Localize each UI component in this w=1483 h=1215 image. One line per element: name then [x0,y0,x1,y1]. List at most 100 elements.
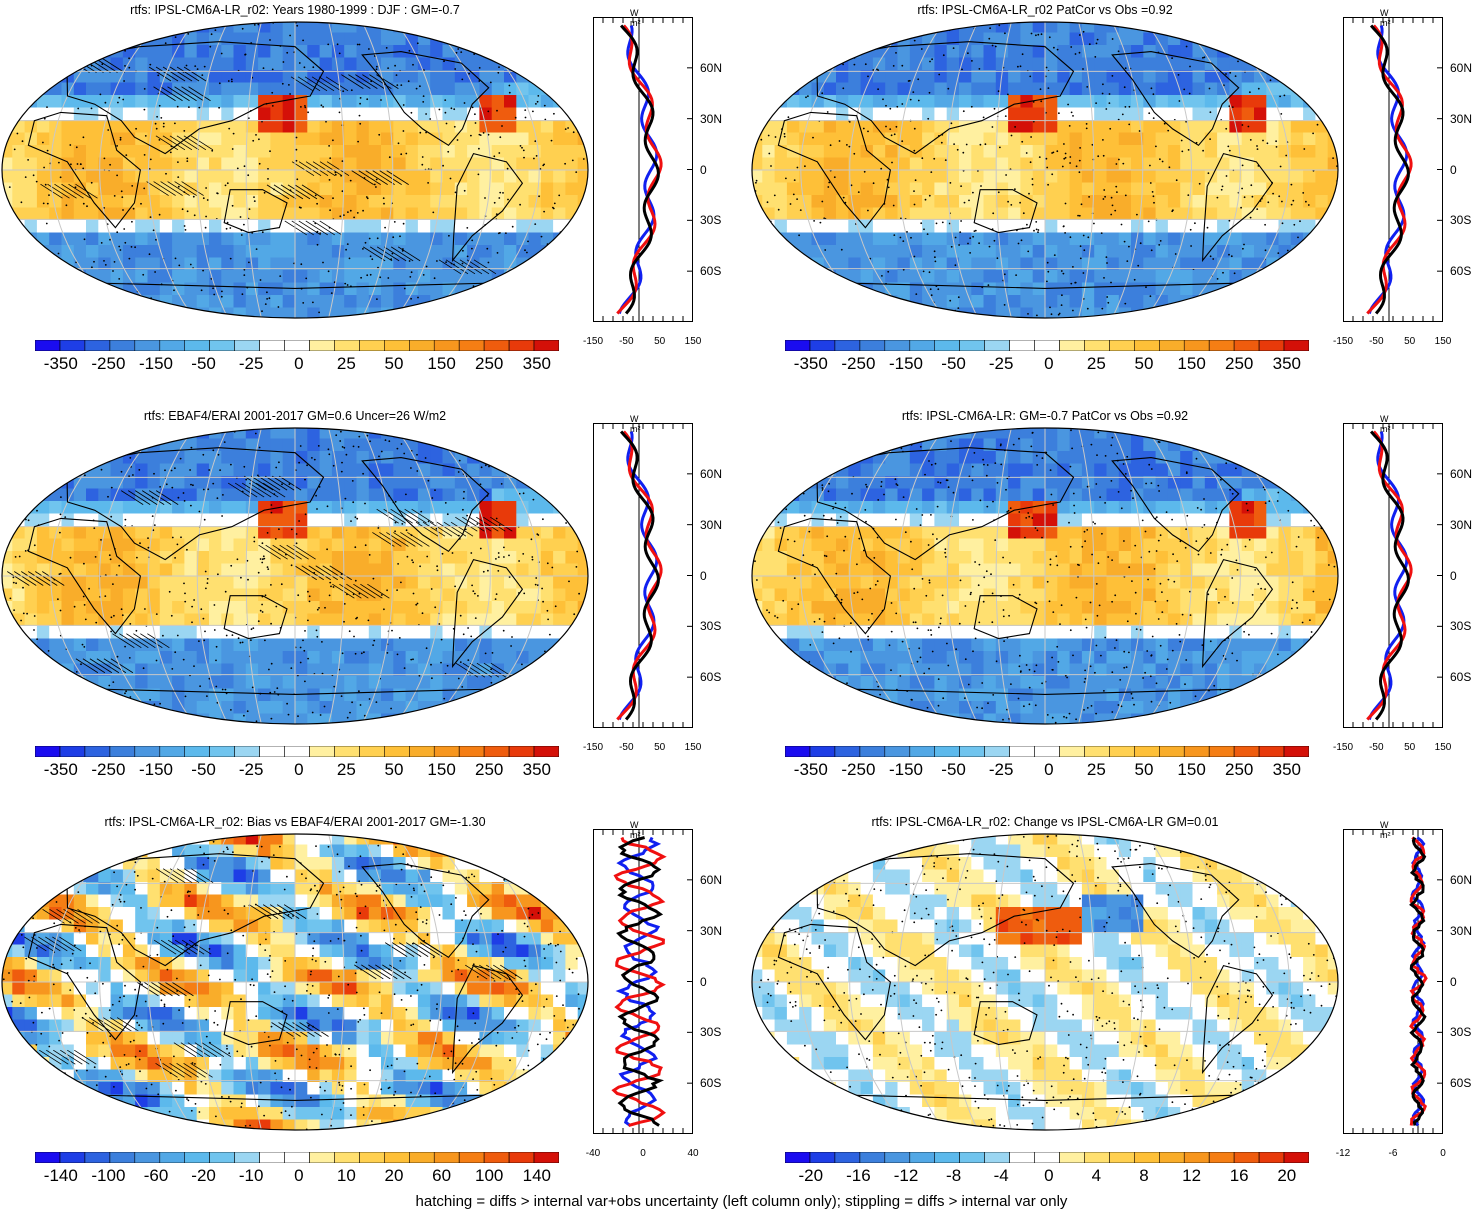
colorbar [785,746,1309,757]
zonal-tick-label: 50 [1404,742,1416,753]
colorbar-label: -250 [841,760,876,779]
colorbar-label: 100 [475,1166,504,1185]
zonal-tick-label: 40 [687,1148,699,1159]
colorbar-label: 250 [475,760,504,779]
zonal-tick-label: -150 [582,742,604,753]
zonal-mean-plot [593,423,693,728]
colorbar-label: -4 [993,1166,1009,1185]
latitude-label: 60N [1450,466,1473,481]
colorbar-label: 16 [1229,1166,1249,1185]
colorbar-label: 250 [1225,354,1254,373]
panel-title: rtfs: IPSL-CM6A-LR: GM=-0.7 PatCor vs Ob… [901,409,1189,423]
zonal-mean-plot [593,829,693,1134]
latitude-label: 60S [700,264,722,279]
panel-title: rtfs: IPSL-CM6A-LR_r02 PatCor vs Obs =0.… [917,3,1173,17]
zonal-tick-label: 150 [1434,336,1452,347]
colorbar-label: 4 [1091,1166,1102,1185]
colorbar-label: 250 [1225,760,1254,779]
colorbar-label: 0 [1044,354,1054,373]
latitude-label: 60N [700,872,723,887]
colorbar-label: -250 [841,354,876,373]
colorbar-label: -350 [43,354,78,373]
latitude-label: 60S [1450,264,1472,279]
latitude-label: 30S [1450,1025,1472,1040]
zonal-tick-label: -50 [1369,742,1384,753]
colorbar-label: -50 [191,760,216,779]
colorbar-label: 25 [336,354,356,373]
zonal-tick-label: -50 [619,742,634,753]
colorbar-label: 50 [1134,760,1154,779]
zonal-tick-label: -12 [1335,1148,1351,1159]
zonal-tick-label: 150 [684,742,702,753]
colorbar-label: -250 [91,354,126,373]
colorbar-label: -150 [888,354,924,373]
latitude-label: 30S [700,619,722,634]
latitude-label: 0 [1450,162,1457,177]
latitude-label: 0 [700,568,707,583]
zonal-tick-label: 0 [640,1148,646,1159]
zonal-tick-label: 50 [1404,336,1416,347]
zonal-mean-plot [593,17,693,322]
latitude-label: 0 [700,162,707,177]
panel-title: rtfs: IPSL-CM6A-LR_r02: Change vs IPSL-C… [871,815,1219,829]
colorbar [785,1152,1309,1163]
latitude-label: 30N [1450,111,1473,126]
colorbar-label: -8 [946,1166,962,1185]
zonal-tick-label: 150 [1434,742,1452,753]
panel-title: rtfs: IPSL-CM6A-LR_r02: Bias vs EBAF4/ER… [104,815,486,829]
zonal-tick-label: -6 [1388,1148,1398,1159]
colorbar-label: 150 [1177,760,1206,779]
panel-title: rtfs: EBAF4/ERAI 2001-2017 GM=0.6 Uncer=… [143,409,447,423]
colorbar-label: -250 [91,760,126,779]
colorbar-label: -150 [888,760,924,779]
colorbar-label: -350 [793,354,828,373]
zonal-unit-label: W m² [630,820,641,840]
colorbar-label: 350 [1272,354,1301,373]
colorbar [35,746,559,757]
colorbar-label: -150 [138,354,174,373]
robinson-map [751,427,1339,725]
colorbar-label: 20 [384,1166,404,1185]
zonal-tick-label: 50 [654,336,666,347]
colorbar [35,340,559,351]
colorbar-label: 60 [432,1166,452,1185]
colorbar-label: 350 [522,760,551,779]
colorbar-label: 25 [336,760,356,779]
colorbar-label: 0 [294,1166,304,1185]
colorbar-label: -150 [138,760,174,779]
zonal-tick-label: -150 [1332,336,1354,347]
latitude-label: 30S [700,1025,722,1040]
colorbar-label: 50 [1134,354,1154,373]
colorbar-label: -25 [238,760,264,779]
latitude-label: 60N [700,60,723,75]
colorbar-label: -100 [91,1166,126,1185]
panel-title: rtfs: IPSL-CM6A-LR_r02: Years 1980-1999 … [130,3,460,17]
robinson-map [1,21,589,319]
latitude-label: 30N [1450,923,1473,938]
zonal-tick-label: -50 [619,336,634,347]
colorbar-label: -350 [43,760,78,779]
robinson-map [751,21,1339,319]
colorbar [35,1152,559,1163]
latitude-label: 60S [700,670,722,685]
colorbar-label: 150 [427,354,456,373]
colorbar-label: -50 [941,760,966,779]
colorbar-label: -50 [941,354,966,373]
colorbar-label: 0 [1044,1166,1054,1185]
latitude-label: 30S [1450,619,1472,634]
colorbar-label: 10 [336,1166,356,1185]
colorbar-label: 0 [294,760,304,779]
colorbar-label: -20 [191,1166,216,1185]
latitude-label: 30N [700,923,723,938]
zonal-tick-label: -150 [582,336,604,347]
colorbar-label: -25 [988,760,1014,779]
zonal-unit-label: W m² [1380,414,1391,434]
colorbar-label: 0 [1044,760,1054,779]
latitude-label: 60N [1450,872,1473,887]
zonal-mean-plot [1343,423,1443,728]
zonal-mean-plot [1343,829,1443,1134]
zonal-tick-label: -50 [1369,336,1384,347]
colorbar-label: 25 [1086,760,1106,779]
colorbar-label: -25 [238,354,264,373]
latitude-label: 60S [1450,1076,1472,1091]
